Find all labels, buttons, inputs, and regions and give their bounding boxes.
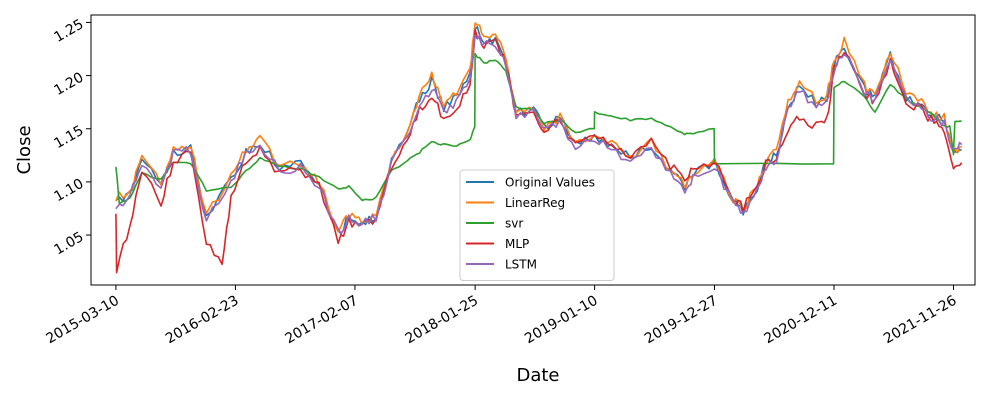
legend-label: LSTM <box>505 258 537 272</box>
legend-label: Original Values <box>505 176 595 190</box>
series-line-lstm <box>115 34 963 234</box>
series-line-svr <box>115 52 962 205</box>
plot-frame <box>90 14 976 286</box>
series-layer <box>115 22 963 274</box>
legend-label: svr <box>505 217 523 231</box>
y-axis-label: Close <box>14 125 35 174</box>
x-axis-label: Date <box>516 365 559 386</box>
legend-label: LinearReg <box>505 196 565 210</box>
legend-box <box>459 169 615 281</box>
legend-label: MLP <box>505 237 529 251</box>
legend: Original Values LinearReg svr MLP LSTM <box>459 169 615 281</box>
